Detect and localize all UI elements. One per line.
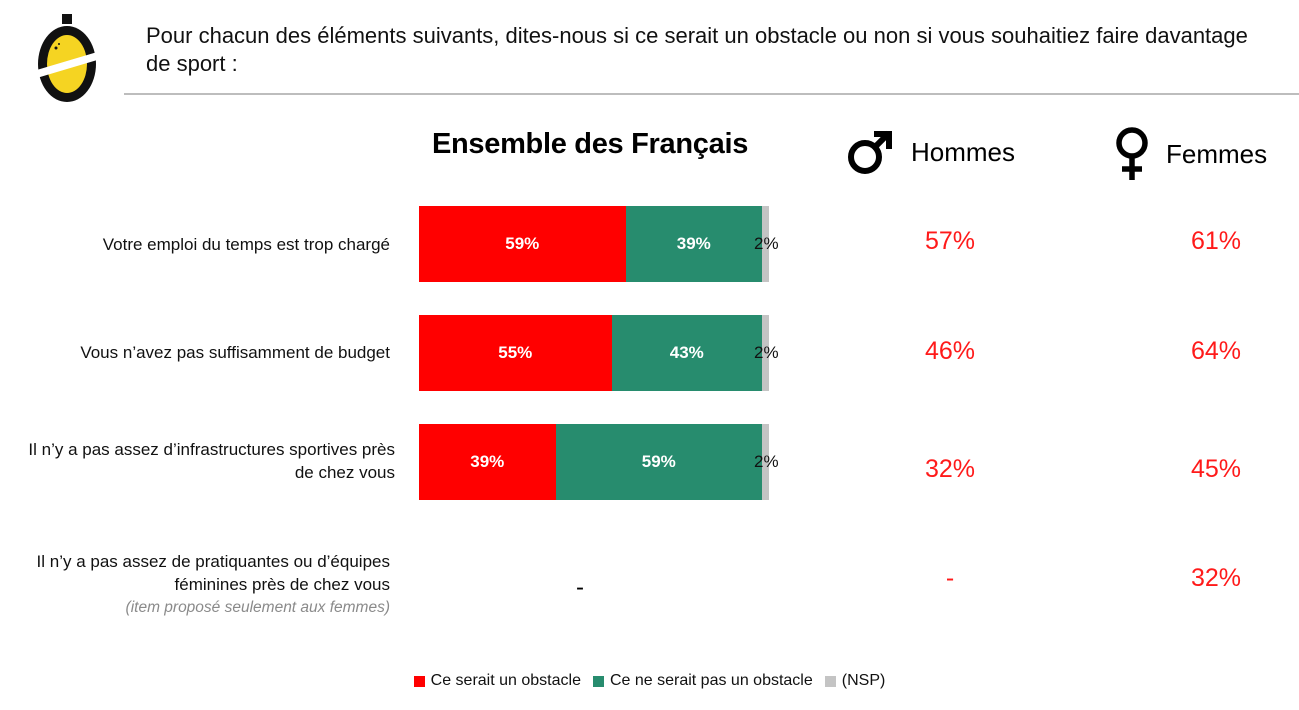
legend-item-not-obstacle: Ce ne serait pas un obstacle	[592, 672, 813, 690]
hommes-value: 46%	[924, 337, 976, 365]
femmes-header: Femmes	[1112, 126, 1267, 182]
femmes-value: 61%	[1190, 227, 1242, 255]
hommes-value: 32%	[924, 455, 976, 483]
bar-data-label: 39%	[676, 234, 711, 253]
row-label: Vous n’avez pas suffisamment de budget	[10, 341, 390, 364]
row-label-text: Vous n’avez pas suffisamment de budget	[80, 343, 390, 362]
bar-segment-nsp: 2%	[754, 424, 779, 500]
legend-label: (NSP)	[841, 672, 886, 689]
hommes-value: -	[945, 564, 955, 592]
row-label: Il n’y a pas assez d’infrastructures spo…	[20, 438, 395, 484]
bar-segment-nsp: 2%	[754, 315, 779, 391]
hommes-label: Hommes	[911, 136, 1016, 167]
bar-data-label: 43%	[669, 343, 704, 362]
femmes-value: 32%	[1190, 564, 1242, 592]
row-label-text: Il n’y a pas assez de pratiquantes ou d’…	[36, 552, 390, 594]
bar-data-label: 2%	[754, 452, 779, 471]
legend-swatch	[824, 675, 836, 687]
hommes-header: Hommes	[845, 126, 1015, 178]
brand-logo-icon	[30, 14, 104, 102]
bar-data-label: 59%	[641, 452, 676, 471]
row-note: (item proposé seulement aux femmes)	[125, 599, 390, 616]
legend-item-nsp: (NSP)	[824, 672, 886, 690]
bar-segment-obstacle: 39%	[419, 424, 556, 500]
bar-segment-obstacle: 55%	[419, 315, 612, 391]
bar-segment-nsp: 2%	[754, 206, 779, 282]
row-label-text: Votre emploi du temps est trop chargé	[102, 235, 390, 254]
legend-swatch	[413, 675, 425, 687]
header-divider	[124, 93, 1299, 95]
row-label-text: Il n’y a pas assez d’infrastructures spo…	[28, 440, 395, 482]
row-label: Votre emploi du temps est trop chargé	[10, 233, 390, 256]
legend-label: Ce serait un obstacle	[430, 672, 581, 689]
bar-segment-not-obstacle: 59%	[555, 424, 762, 500]
female-symbol-icon	[1116, 127, 1148, 180]
male-symbol-icon	[848, 130, 892, 174]
survey-question: Pour chacun des éléments suivants, dites…	[146, 23, 1248, 76]
stacked-bar-row-3: 39% 59% 2%	[419, 424, 779, 500]
femmes-value: 64%	[1190, 337, 1242, 365]
chart-title: Ensemble des Français	[431, 128, 749, 160]
bar-data-label: 59%	[505, 234, 540, 253]
total-dash: -	[576, 574, 584, 601]
row-label: Il n’y a pas assez de pratiquantes ou d’…	[5, 550, 390, 619]
bar-segment-not-obstacle: 43%	[611, 315, 762, 391]
chart-legend: Ce serait un obstacle Ce ne serait pas u…	[0, 672, 1299, 690]
bar-data-label: 39%	[470, 452, 505, 471]
stacked-bar-row-1: 59% 39% 2%	[419, 206, 779, 282]
bar-data-label: 55%	[498, 343, 533, 362]
stacked-bar-row-2: 55% 43% 2%	[419, 315, 779, 391]
hommes-value: 57%	[924, 227, 976, 255]
femmes-value: 45%	[1190, 455, 1242, 483]
legend-label: Ce ne serait pas un obstacle	[609, 672, 813, 689]
bar-segment-obstacle: 59%	[419, 206, 626, 282]
femmes-label: Femmes	[1166, 138, 1268, 169]
bar-data-label: 2%	[754, 343, 779, 362]
bar-data-label: 2%	[754, 234, 779, 253]
legend-item-obstacle: Ce serait un obstacle	[413, 672, 581, 690]
legend-swatch	[592, 675, 604, 687]
bar-segment-not-obstacle: 39%	[625, 206, 762, 282]
